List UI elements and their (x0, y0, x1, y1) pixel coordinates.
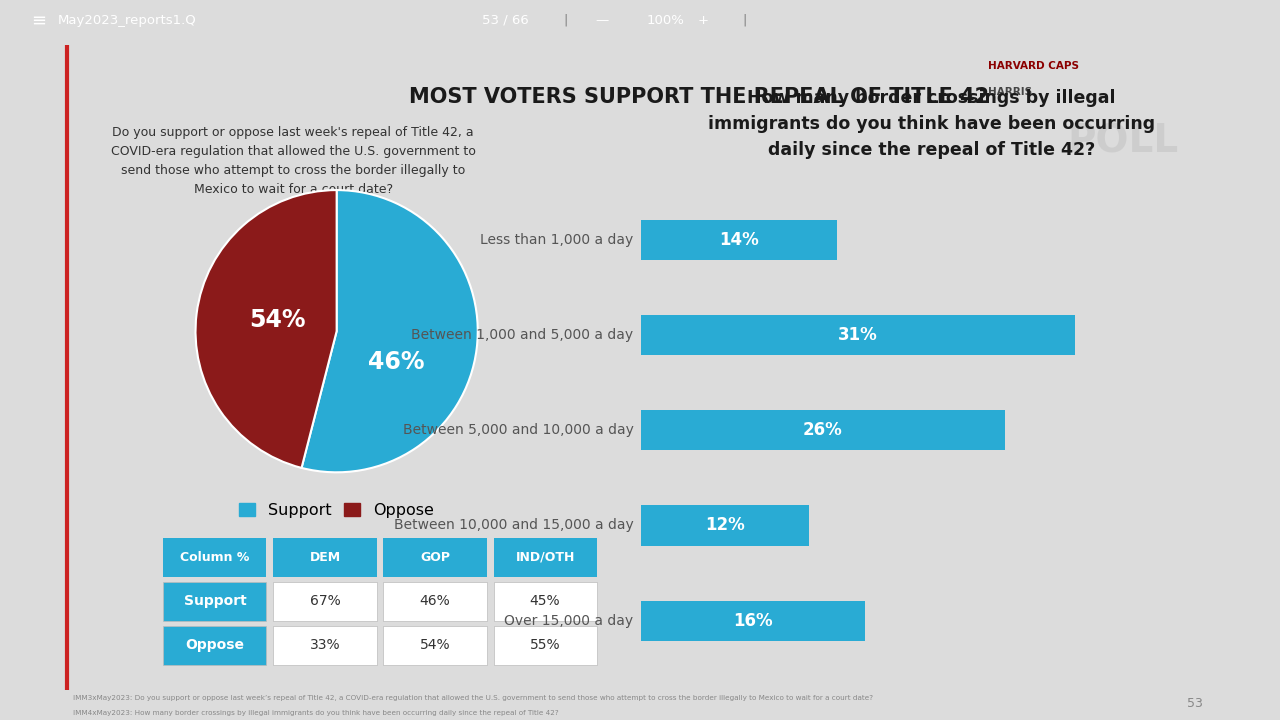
Text: 67%: 67% (310, 594, 340, 608)
Text: 26%: 26% (803, 421, 842, 439)
Bar (640, 220, 837, 260)
Bar (640, 505, 809, 546)
Text: 53 / 66: 53 / 66 (483, 14, 529, 27)
FancyBboxPatch shape (494, 538, 596, 577)
FancyBboxPatch shape (384, 582, 486, 621)
Text: Support: Support (183, 594, 246, 608)
Text: May2023_reports1.Q: May2023_reports1.Q (58, 14, 196, 27)
Text: 31%: 31% (838, 326, 878, 344)
FancyBboxPatch shape (494, 582, 596, 621)
Text: 55%: 55% (530, 638, 561, 652)
Text: 46%: 46% (420, 594, 451, 608)
Text: HARVARD CAPS: HARVARD CAPS (988, 61, 1079, 71)
Text: Over 15,000 a day: Over 15,000 a day (504, 613, 634, 628)
Wedge shape (302, 190, 477, 472)
FancyBboxPatch shape (164, 538, 266, 577)
Text: POLL: POLL (1068, 122, 1178, 161)
Text: How many border crossings by illegal
immigrants do you think have been occurring: How many border crossings by illegal imm… (708, 89, 1155, 158)
Wedge shape (196, 190, 337, 468)
Text: 14%: 14% (719, 230, 759, 248)
Text: IMM3xMay2023: Do you support or oppose last week’s repeal of Title 42, a COVID-e: IMM3xMay2023: Do you support or oppose l… (73, 695, 873, 701)
Text: MOST VOTERS SUPPORT THE REPEAL OF TITLE 42: MOST VOTERS SUPPORT THE REPEAL OF TITLE … (410, 87, 989, 107)
FancyBboxPatch shape (384, 626, 486, 665)
Text: +: + (698, 14, 709, 27)
Text: IMM4xMay2023: How many border crossings by illegal immigrants do you think have : IMM4xMay2023: How many border crossings … (73, 710, 559, 716)
Text: Do you support or oppose last week's repeal of Title 42, a
COVID-era regulation : Do you support or oppose last week's rep… (110, 126, 476, 196)
Text: Between 1,000 and 5,000 a day: Between 1,000 and 5,000 a day (411, 328, 634, 342)
Text: 33%: 33% (310, 638, 340, 652)
FancyBboxPatch shape (164, 582, 266, 621)
Text: Oppose: Oppose (186, 638, 244, 652)
Text: Column %: Column % (180, 551, 250, 564)
Text: |: | (742, 14, 746, 27)
Text: 12%: 12% (705, 516, 745, 534)
Text: 100%: 100% (646, 14, 685, 27)
Text: ≡: ≡ (31, 12, 46, 30)
FancyBboxPatch shape (274, 626, 376, 665)
Text: DEM: DEM (310, 551, 340, 564)
Bar (640, 410, 1005, 450)
Text: 54%: 54% (420, 638, 451, 652)
Text: 53: 53 (1187, 697, 1202, 711)
Bar (640, 315, 1075, 355)
Text: 54%: 54% (250, 308, 306, 332)
FancyBboxPatch shape (494, 626, 596, 665)
Bar (640, 600, 865, 641)
Text: IND/OTH: IND/OTH (516, 551, 575, 564)
FancyBboxPatch shape (274, 538, 376, 577)
Text: 45%: 45% (530, 594, 561, 608)
Text: |: | (563, 14, 567, 27)
Text: Less than 1,000 a day: Less than 1,000 a day (480, 233, 634, 247)
Text: 16%: 16% (733, 612, 772, 630)
Text: 46%: 46% (367, 350, 424, 374)
Legend: Support, Oppose: Support, Oppose (233, 496, 440, 524)
Text: GOP: GOP (420, 551, 451, 564)
FancyBboxPatch shape (274, 582, 376, 621)
Text: HARRIS: HARRIS (988, 87, 1032, 97)
Text: —: — (595, 14, 608, 27)
Text: Between 10,000 and 15,000 a day: Between 10,000 and 15,000 a day (394, 518, 634, 533)
FancyBboxPatch shape (164, 626, 266, 665)
FancyBboxPatch shape (384, 538, 486, 577)
Text: Between 5,000 and 10,000 a day: Between 5,000 and 10,000 a day (403, 423, 634, 437)
